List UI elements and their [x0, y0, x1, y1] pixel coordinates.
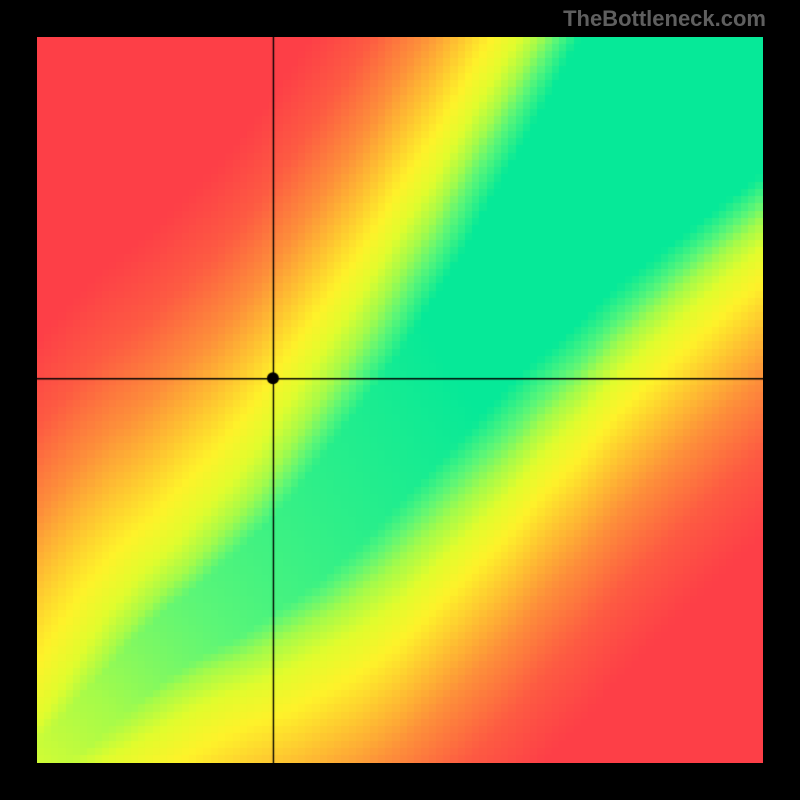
chart-container: TheBottleneck.com — [0, 0, 800, 800]
watermark-text: TheBottleneck.com — [563, 6, 766, 32]
bottleneck-heatmap — [37, 37, 763, 763]
